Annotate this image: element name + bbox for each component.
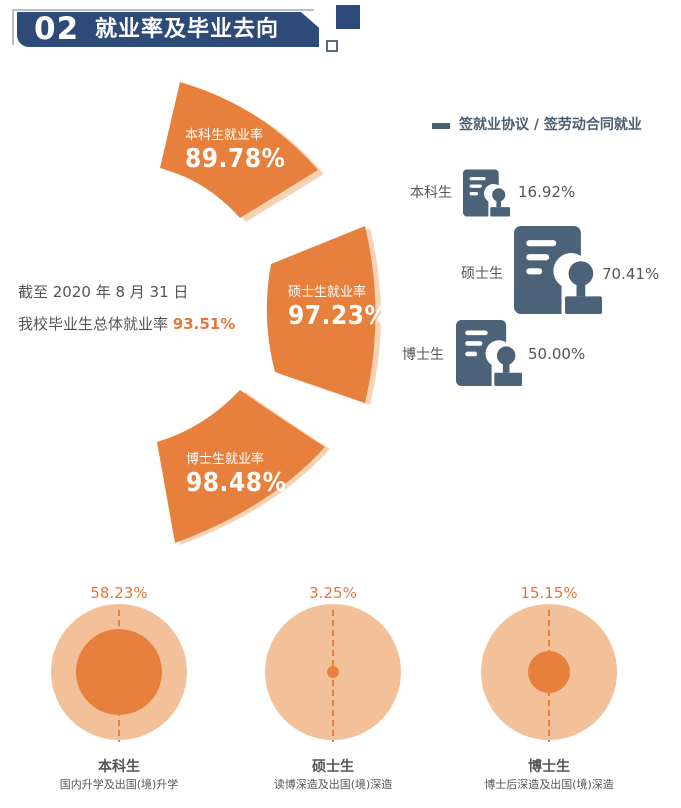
- contract-stamp-icon: [514, 226, 602, 314]
- contract-value-undergrad: 16.92%: [518, 183, 576, 201]
- phd-study-subtitle: 博士后深造及出国(境)深造: [484, 778, 614, 791]
- contract-value-master: 70.41%: [602, 265, 660, 283]
- contract-stamp-icon: [463, 169, 510, 217]
- wedge-master: [266, 226, 376, 403]
- undergrad-rate-label: 本科生就业率: [185, 128, 264, 143]
- contract-label-master: 硕士生: [461, 266, 503, 282]
- contract-value-phd: 50.00%: [528, 345, 586, 363]
- further-study-circles: [51, 604, 617, 742]
- master-rate-value: 97.23%: [288, 301, 389, 331]
- section-number: 02: [34, 11, 80, 47]
- master-rate-label: 硕士生就业率: [288, 285, 367, 300]
- master-study-title: 硕士生: [312, 759, 354, 775]
- master-study-pct: 3.25%: [309, 584, 357, 602]
- undergrad-study-title: 本科生: [98, 759, 140, 775]
- overall-rate-label: 我校毕业生总体就业率: [18, 315, 169, 333]
- master-study-subtitle: 读博深造及出国(境)深造: [273, 778, 393, 791]
- contract-stamp-icon: [456, 320, 522, 386]
- summary-date: 截至 2020 年 8 月 31 日: [18, 283, 189, 301]
- wedge-master-text: 硕士生就业率 97.23%: [288, 285, 388, 331]
- overall-rate-value: 93.51%: [172, 315, 236, 333]
- contract-label-undergrad: 本科生: [410, 185, 452, 201]
- contract-label-phd: 博士生: [402, 347, 444, 363]
- phd-study-title: 博士生: [528, 759, 570, 775]
- phd-study-pct: 15.15%: [520, 584, 578, 602]
- decorative-square-small: [326, 40, 338, 52]
- summary-overall: 我校毕业生总体就业率 93.51%: [18, 314, 235, 334]
- header-bar: [17, 12, 319, 47]
- undergrad-study-pct: 58.23%: [90, 584, 148, 602]
- undergrad-study-subtitle: 国内升学及出国(境)升学: [59, 778, 179, 791]
- page-title: 就业率及毕业去向: [95, 17, 280, 42]
- undergrad-rate-value: 89.78%: [185, 144, 286, 174]
- legend-label: 签就业协议 / 签劳动合同就业: [459, 117, 642, 133]
- phd-rate-label: 博士生就业率: [186, 452, 265, 467]
- wedge-phd-text: 博士生就业率 98.48%: [186, 452, 286, 498]
- header-outline: [12, 9, 314, 45]
- wedge-phd: [157, 390, 325, 543]
- wedge-undergrad: [160, 82, 318, 218]
- legend-swatch: [432, 123, 450, 129]
- decorative-square-large: [336, 5, 360, 29]
- wedge-undergrad-text: 本科生就业率 89.78%: [185, 128, 285, 174]
- phd-rate-value: 98.48%: [186, 468, 287, 498]
